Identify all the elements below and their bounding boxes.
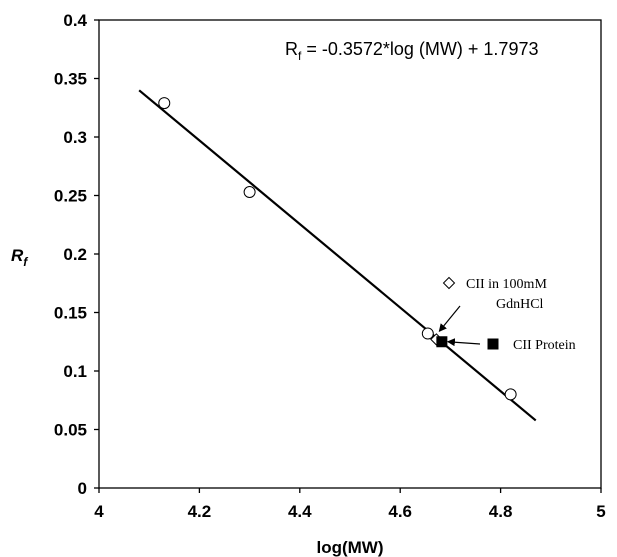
x-tick-label: 4 — [94, 502, 104, 521]
y-axis: 0 0.05 0.1 0.15 0.2 0.25 0.3 0.35 0.4 — [54, 11, 99, 498]
x-tick-label: 4.4 — [288, 502, 312, 521]
y-tick-label: 0.3 — [63, 128, 87, 147]
x-axis-title: log(MW) — [316, 538, 383, 557]
annotation-square-arrow — [446, 338, 481, 347]
y-tick-label: 0.15 — [54, 304, 87, 323]
plot-border — [98, 19, 602, 489]
y-tick-label: 0.2 — [63, 245, 87, 264]
annotations-layer: CII in 100mM GdnHCl CII Protein — [438, 276, 576, 353]
y-axis-title-sub: f — [23, 255, 28, 269]
x-tick-label: 4.2 — [188, 502, 212, 521]
equation-rest: = -0.3572*log (MW) + 1.7973 — [301, 39, 538, 59]
y-tick-label: 0.1 — [63, 362, 87, 381]
annotation-diamond-arrow — [438, 305, 461, 332]
equation-sub: f — [298, 49, 302, 63]
annotation-square-marker — [487, 338, 499, 350]
annotation-diamond-marker — [442, 276, 456, 290]
y-tick-label: 0.05 — [54, 421, 87, 440]
regression-equation: Rf = -0.3572*log (MW) + 1.7973 — [285, 39, 538, 63]
regression-line — [138, 89, 537, 422]
x-tick-label: 4.6 — [388, 502, 412, 521]
x-tick-label: 4.8 — [489, 502, 513, 521]
annotation-diamond-label-line2: GdnHCl — [496, 297, 544, 312]
data-points-layer — [158, 97, 517, 401]
data-point-filled-square — [436, 336, 448, 348]
data-point-open-circle — [243, 185, 256, 198]
y-axis-title-main: R — [11, 246, 24, 265]
equation-main: R — [285, 39, 298, 59]
y-tick-label: 0.25 — [54, 187, 87, 206]
plot-area — [98, 19, 602, 489]
x-tick-label: 5 — [596, 502, 605, 521]
y-tick-label: 0.35 — [54, 70, 87, 89]
data-point-open-circle — [421, 327, 434, 340]
data-point-open-circle — [504, 388, 517, 401]
regression-line-layer — [138, 89, 537, 422]
x-axis: 4 4.2 4.4 4.6 4.8 5 — [94, 488, 606, 521]
y-tick-label: 0.4 — [63, 11, 87, 30]
y-tick-label: 0 — [78, 479, 87, 498]
annotation-square-label: CII Protein — [513, 338, 576, 353]
annotation-diamond-label-line1: CII in 100mM — [466, 277, 547, 292]
data-point-open-circle — [158, 97, 171, 110]
y-axis-title: Rf — [11, 246, 28, 269]
